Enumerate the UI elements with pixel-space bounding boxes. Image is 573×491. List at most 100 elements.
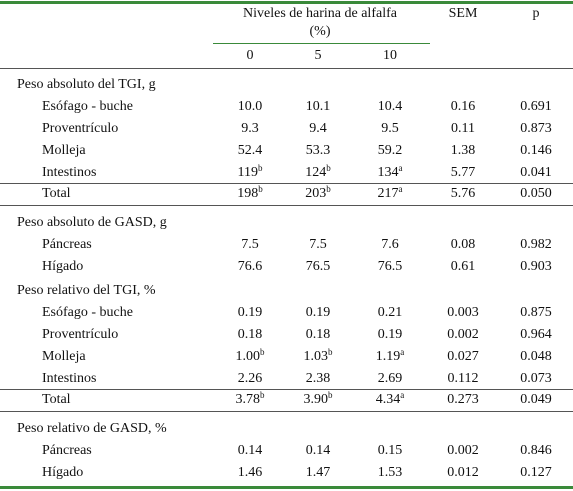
cell: 4.34a: [375, 390, 405, 408]
cell: 2.69: [377, 371, 403, 386]
superscript: a: [400, 347, 405, 357]
top-border: [0, 1, 573, 4]
cell: 0.982: [520, 237, 552, 252]
cell: 1.00b: [235, 347, 265, 365]
cell-value: 1.00: [235, 349, 261, 364]
row-label: Esófago - buche: [42, 99, 133, 114]
cell: 119b: [237, 163, 263, 181]
superscript: b: [258, 184, 263, 194]
cell-value: 124: [305, 165, 327, 180]
cell: 0.61: [450, 259, 476, 274]
cell-value: 1.19: [375, 349, 401, 364]
cell: 3.90b: [303, 390, 333, 408]
cell: 76.6: [237, 259, 263, 274]
cell: 1.53: [377, 465, 403, 480]
level-header: 10: [383, 48, 397, 63]
superscript: a: [398, 163, 403, 173]
cell: 0.19: [237, 305, 263, 320]
superscript: b: [328, 347, 333, 357]
cell: 0.846: [520, 443, 552, 458]
superscript: b: [326, 184, 331, 194]
superscript: b: [326, 163, 331, 173]
cell: 9.5: [381, 121, 399, 136]
row-label: Hígado: [42, 259, 84, 274]
superscript: b: [257, 163, 263, 173]
col-header: p: [532, 6, 540, 21]
row-label: Intestinos: [42, 371, 97, 386]
cell: 0.027: [447, 349, 479, 364]
cell: 9.4: [309, 121, 327, 136]
section-title: Peso absoluto de GASD, g: [17, 215, 167, 230]
cell: 3.78b: [236, 390, 265, 408]
superscript: a: [398, 184, 403, 194]
row-label: Total: [42, 392, 71, 407]
cell: 5.77: [450, 165, 476, 180]
cell: 0.691: [520, 99, 552, 114]
cell: 0.964: [520, 327, 552, 342]
cell: 0.18: [305, 327, 331, 342]
superscript: b: [260, 347, 265, 357]
cell: 0.002: [447, 443, 479, 458]
row-label: Páncreas: [42, 237, 92, 252]
cell-value: 3.90: [303, 392, 329, 407]
cell: 0.18: [237, 327, 263, 342]
cell-value: 217: [377, 186, 399, 201]
cell: 0.127: [520, 465, 552, 480]
level-header: 5: [314, 48, 322, 63]
section-title: Peso relativo del TGI, %: [17, 283, 156, 298]
cell: 2.26: [237, 371, 263, 386]
section-title: Peso absoluto del TGI, g: [17, 77, 156, 92]
cell: 76.5: [377, 259, 403, 274]
cell: 0.873: [520, 121, 552, 136]
cell: 59.2: [377, 143, 403, 158]
cell-value: 4.34: [375, 392, 401, 407]
cell: 0.19: [305, 305, 331, 320]
cell: 198b: [237, 184, 263, 202]
cell: 0.050: [520, 186, 552, 201]
bottom-border: [0, 486, 573, 489]
cell: 124b: [305, 163, 331, 181]
cell: 0.273: [447, 392, 479, 407]
cell: 134a: [377, 163, 403, 181]
cell: 53.3: [305, 143, 331, 158]
cell: 0.049: [520, 392, 552, 407]
row-rule: [0, 389, 573, 390]
cell: 0.041: [520, 165, 552, 180]
row-label: Molleja: [42, 143, 86, 158]
superscript: b: [260, 390, 265, 400]
row-label: Esófago - buche: [42, 305, 133, 320]
row-rule: [0, 205, 573, 206]
cell: 1.46: [237, 465, 263, 480]
row-rule: [0, 183, 573, 184]
cell: 5.76: [450, 186, 476, 201]
row-label: Proventrículo: [42, 121, 119, 136]
cell: 0.15: [377, 443, 403, 458]
cell: 10.1: [305, 99, 331, 114]
superscript: a: [400, 390, 405, 400]
cell: 0.012: [447, 465, 479, 480]
cell: 0.048: [520, 349, 552, 364]
cell: 1.38: [450, 143, 476, 158]
row-label: Hígado: [42, 465, 84, 480]
cell: 7.6: [381, 237, 399, 252]
col-header: SEM: [448, 6, 478, 21]
cell: 0.002: [447, 327, 479, 342]
cell: 10.0: [237, 99, 263, 114]
level-header: 0: [246, 48, 254, 63]
row-label: Total: [42, 186, 71, 201]
cell: 76.5: [305, 259, 331, 274]
cell-value: 119: [237, 165, 258, 180]
cell: 0.146: [520, 143, 552, 158]
superscript: b: [328, 390, 333, 400]
row-label: Intestinos: [42, 165, 97, 180]
cell: 0.875: [520, 305, 552, 320]
cell-value: 1.03: [303, 349, 329, 364]
cell: 0.003: [447, 305, 479, 320]
cell: 0.112: [447, 371, 479, 386]
row-rule: [0, 411, 573, 412]
cell-value: 134: [377, 165, 399, 180]
group-header: Niveles de harina de alfalfa: [243, 6, 397, 21]
cell: 0.19: [377, 327, 403, 342]
row-label: Proventrículo: [42, 327, 119, 342]
cell: 1.47: [305, 465, 331, 480]
